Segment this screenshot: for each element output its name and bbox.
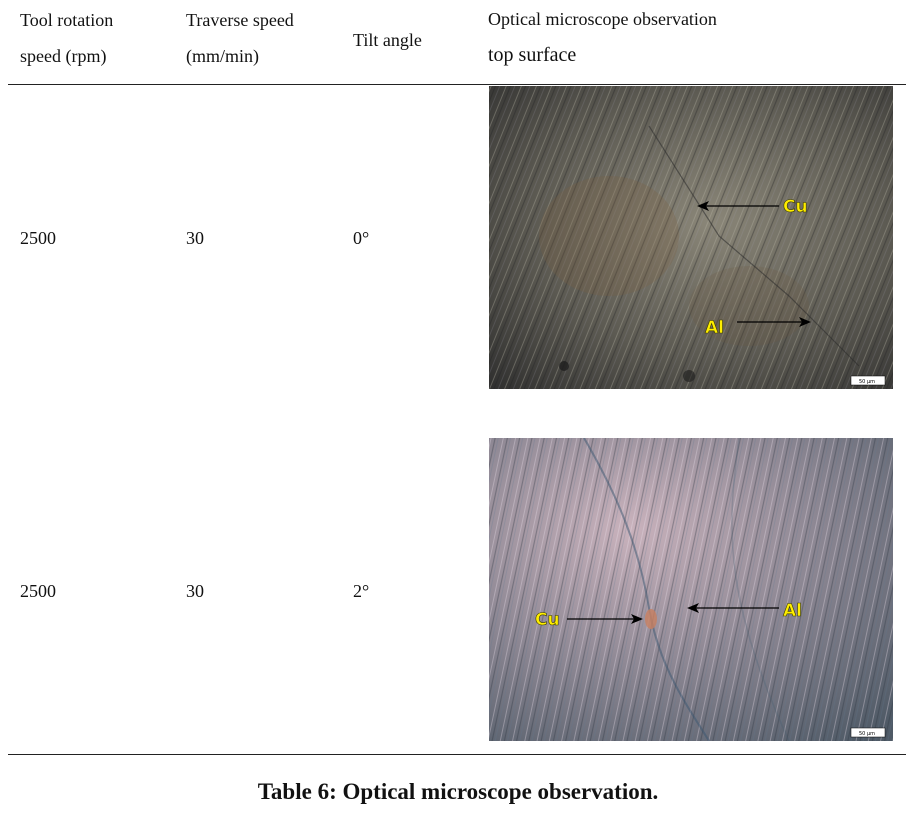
header-tool-rotation-line2: speed (rpm)	[20, 46, 107, 66]
row1-tilt: 0°	[353, 228, 370, 248]
row2-scale-text: 50 µm	[859, 731, 875, 737]
header-tool-rotation: Tool rotation speed (rpm)	[20, 2, 113, 74]
header-tilt-angle: Tilt angle	[353, 30, 422, 50]
micrograph-row1-svg: Cu Al 50 µm	[489, 86, 893, 389]
row2-al-label: Al	[783, 601, 802, 621]
row1-rotation: 2500	[20, 228, 56, 248]
micrograph-row1: Cu Al 50 µm	[489, 86, 893, 389]
row2-rotation: 2500	[20, 581, 56, 601]
row2-scale-bar	[850, 727, 886, 738]
header-optical-line2: top surface	[488, 44, 577, 66]
header-rule	[8, 84, 906, 85]
header-tool-rotation-line1: Tool rotation	[20, 10, 114, 30]
row1-cu-label: Cu	[783, 197, 808, 217]
row1-traverse: 30	[186, 228, 204, 248]
table-caption: Table 6: Optical microscope observation.	[257, 779, 659, 804]
row2-cu-label: Cu	[535, 610, 560, 630]
header-optical-observation: Optical microscope observation top surfa…	[488, 2, 717, 74]
row2-tilt: 2°	[353, 581, 370, 601]
header-traverse-speed-line1: Traverse speed	[186, 10, 294, 30]
row1-scale-text: 50 µm	[859, 379, 875, 385]
micrograph-row2: Cu Al 50 µm	[489, 438, 893, 741]
micrograph-row2-svg: Cu Al 50 µm	[489, 438, 893, 741]
header-optical-line1: Optical microscope observation	[488, 9, 717, 29]
row1-al-label: Al	[705, 318, 724, 338]
header-traverse-speed-line2: (mm/min)	[186, 46, 259, 66]
row1-scale-bar	[850, 375, 886, 386]
bottom-rule	[8, 754, 906, 755]
header-traverse-speed: Traverse speed (mm/min)	[186, 2, 294, 74]
row2-traverse: 30	[186, 581, 204, 601]
